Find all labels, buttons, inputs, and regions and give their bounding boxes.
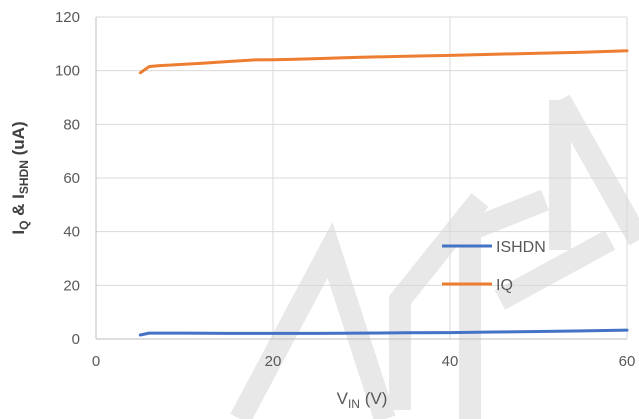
series-line-ishdn bbox=[138, 328, 629, 337]
legend-label-ishdn: ISHDN bbox=[496, 239, 546, 256]
series-line-iq bbox=[138, 49, 629, 75]
y-tick-label: 60 bbox=[63, 170, 80, 187]
axes: 0 20 40 60 80 100 120 0 20 40 60 bbox=[55, 9, 635, 370]
x-tick-label: 40 bbox=[442, 353, 459, 370]
x-axis-label: VIN (V) bbox=[337, 389, 388, 411]
x-tick-label: 20 bbox=[265, 353, 282, 370]
y-tick-label: 0 bbox=[72, 331, 80, 348]
y-tick-label: 20 bbox=[63, 277, 80, 294]
y-axis-label: IQ & ISHDN (uA) bbox=[9, 121, 31, 234]
legend: ISHDN IQ bbox=[442, 239, 546, 294]
x-tick-label: 0 bbox=[92, 353, 100, 370]
grid bbox=[96, 16, 628, 339]
y-tick-label: 80 bbox=[63, 116, 80, 133]
watermark bbox=[230, 94, 639, 419]
legend-label-iq: IQ bbox=[496, 277, 513, 294]
series-lines bbox=[138, 49, 629, 337]
y-tick-label: 120 bbox=[55, 9, 80, 26]
y-tick-label: 100 bbox=[55, 63, 80, 80]
x-tick-label: 60 bbox=[619, 353, 636, 370]
y-tick-label: 40 bbox=[63, 224, 80, 241]
